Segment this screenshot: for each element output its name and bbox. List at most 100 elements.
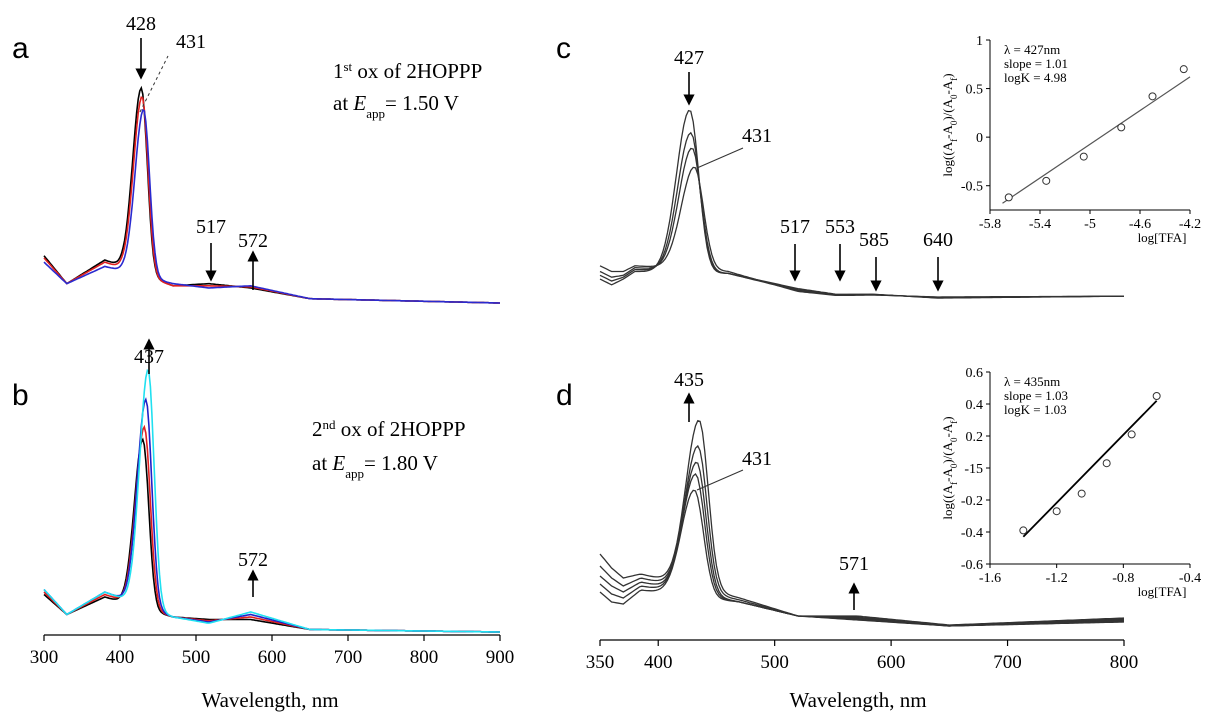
leader-line (139, 55, 169, 113)
panel-label-d: d (556, 379, 573, 412)
peak-annotation: 517 (196, 216, 226, 238)
inset-x-tick-label: -5 (1084, 217, 1096, 232)
series-line (599, 473, 1125, 627)
data-point (1117, 123, 1126, 132)
x-tick-label: 500 (760, 652, 789, 673)
peak-annotation: 517 (780, 216, 810, 238)
panel-d-plot: 350 400 500 600 700 800 435 431 571 (586, 369, 1139, 673)
fit-line (1002, 76, 1191, 204)
x-tick-label: 400 (106, 647, 135, 668)
panel-d-inset: -1.6 -1.2 -0.8 -0.4 0.6 0.4 0.2 -15 -0.2 -0.4 -0.6… (940, 366, 1201, 599)
data-point (1148, 92, 1157, 101)
data-point (1179, 65, 1188, 74)
x-tick-label: 700 (334, 647, 363, 668)
peak-annotation: 585 (859, 229, 889, 251)
x-tick-label: 500 (182, 647, 211, 668)
peak-annotation: 431 (742, 448, 772, 470)
data-point (1152, 392, 1161, 400)
data-point (1042, 176, 1051, 185)
leader-line (696, 147, 744, 169)
inset-x-tick-label: -1.6 (979, 571, 1001, 586)
x-tick-label: 700 (993, 652, 1022, 673)
inset-x-tick-label: -0.4 (1179, 571, 1201, 586)
data-point (1127, 430, 1136, 439)
panel-c-inset: -5.8 -5.4 -5 -4.6 -4.2 -0.5 0 0.5 1 λ = 427nmslop… (940, 34, 1201, 245)
data-point (1004, 193, 1013, 202)
inset-y-tick-label: -0.6 (961, 558, 983, 573)
inset-y-tick-label: 1 (976, 34, 983, 49)
inset-x-tick-label: -5.4 (1029, 217, 1051, 232)
inset-y-tick-label: -15 (964, 462, 983, 477)
inset-x-tick-label: -4.6 (1129, 217, 1151, 232)
x-tick-label: 900 (486, 647, 515, 668)
panel-d-xlabel: Wavelength, nm (789, 688, 926, 712)
panel-b-note-line1: 2nd ox of 2HOPPP (312, 417, 466, 442)
panel-label-b: b (12, 379, 29, 412)
x-tick-label: 800 (1110, 652, 1139, 673)
inset-y-tick-label: -0.5 (961, 180, 983, 195)
data-point (1019, 526, 1028, 535)
peak-annotation: 428 (126, 13, 156, 35)
inset-y-tick-label: 0.4 (966, 398, 984, 413)
series-line (43, 108, 500, 304)
panel-a-note-line1: 1st ox of 2HOPPP (333, 59, 482, 84)
inset-y-tick-label: 0.6 (966, 366, 984, 381)
series-line (599, 444, 1125, 627)
leader-line (696, 469, 744, 491)
peak-annotation: 572 (238, 549, 268, 571)
inset-logk: logK = 4.98 (1004, 70, 1067, 85)
panel-label-a: a (12, 32, 29, 65)
peak-annotation: 553 (825, 216, 855, 238)
peak-annotation: 431 (742, 125, 772, 147)
inset-x-tick-label: -4.2 (1179, 217, 1201, 232)
data-point (1077, 489, 1086, 498)
series-line (43, 369, 500, 633)
peak-annotation: 435 (674, 369, 704, 391)
inset-y-tick-label: 0 (976, 131, 983, 146)
inset-y-tick-label: 0.5 (966, 83, 984, 98)
inset-x-tick-label: -5.8 (979, 217, 1001, 232)
peak-annotation: 427 (674, 47, 704, 69)
x-tick-label: 300 (30, 647, 59, 668)
series-line (599, 166, 1124, 298)
series-line (599, 109, 1124, 299)
x-tick-label: 800 (410, 647, 439, 668)
panel-b-xlabel: Wavelength, nm (201, 688, 338, 712)
peak-annotation: 640 (923, 229, 953, 251)
panel-a-note-line2: at Eapp= 1.50 V (333, 91, 459, 121)
inset-slope: slope = 1.01 (1004, 56, 1068, 71)
inset-xlabel: log[TFA] (1138, 584, 1187, 599)
panel-label-c: c (556, 32, 571, 65)
peak-annotation: 431 (176, 31, 206, 53)
data-point (1079, 152, 1088, 161)
series-line (43, 85, 500, 304)
series-line (599, 419, 1125, 626)
inset-y-tick-label: 0.2 (966, 430, 984, 445)
peak-annotation: 571 (839, 553, 869, 575)
inset-slope: slope = 1.03 (1004, 388, 1068, 403)
inset-x-tick-label: -0.8 (1112, 571, 1134, 586)
inset-y-tick-label: -0.4 (961, 526, 983, 541)
inset-lambda: λ = 435nm (1004, 374, 1060, 389)
x-tick-label: 600 (258, 647, 287, 668)
x-tick-label: 600 (877, 652, 906, 673)
inset-y-tick-label: -0.2 (961, 494, 983, 509)
inset-ylabel: log((Af-A0)/(A0-Af) (940, 73, 959, 176)
x-tick-label: 350 (586, 652, 615, 673)
series-line (43, 96, 500, 304)
inset-x-tick-label: -1.2 (1046, 571, 1068, 586)
inset-xlabel: log[TFA] (1138, 230, 1187, 245)
peak-annotation: 572 (238, 230, 268, 252)
fit-line (1022, 400, 1158, 538)
panel-a-plot: 428 431 517 572 (43, 13, 500, 304)
x-tick-label: 400 (644, 652, 673, 673)
inset-logk: logK = 1.03 (1004, 402, 1067, 417)
inset-lambda: λ = 427nm (1004, 42, 1060, 57)
data-point (1102, 459, 1111, 468)
inset-ylabel: log((Af-A0)/(A0-Af) (940, 416, 959, 519)
panel-b-note-line2: at Eapp= 1.80 V (312, 451, 438, 481)
data-point (1052, 507, 1061, 516)
